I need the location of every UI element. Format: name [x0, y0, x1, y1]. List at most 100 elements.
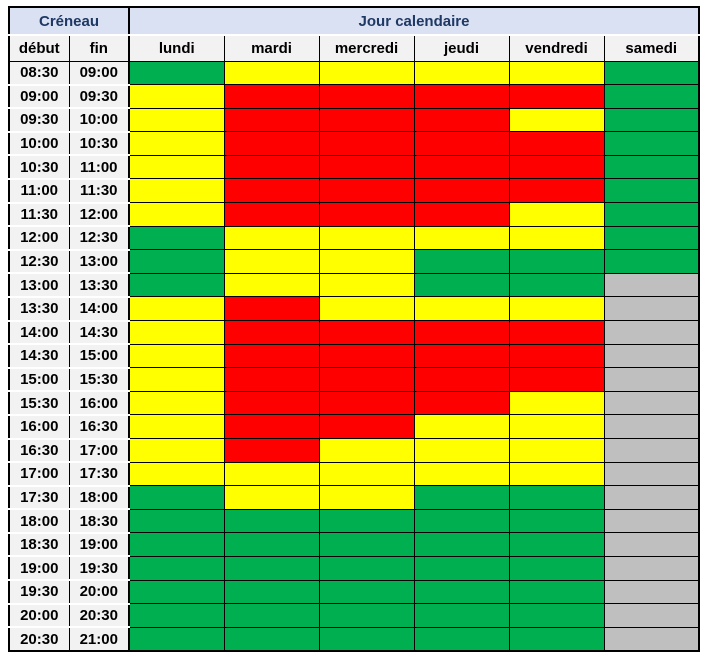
- slot-cell-mercredi[interactable]: [318, 60, 415, 86]
- slot-cell-jeudi[interactable]: [413, 390, 510, 416]
- slot-cell-lundi[interactable]: [128, 225, 225, 251]
- slot-cell-samedi[interactable]: [603, 555, 700, 581]
- slot-cell-samedi[interactable]: [603, 225, 700, 251]
- slot-cell-jeudi[interactable]: [413, 367, 510, 392]
- slot-cell-jeudi[interactable]: [413, 84, 510, 109]
- slot-cell-mercredi[interactable]: [318, 131, 415, 156]
- slot-cell-vendredi[interactable]: [508, 154, 605, 180]
- slot-cell-mardi[interactable]: [223, 131, 320, 156]
- slot-cell-vendredi[interactable]: [508, 60, 605, 86]
- slot-cell-mercredi[interactable]: [318, 154, 415, 180]
- slot-cell-mardi[interactable]: [223, 60, 320, 86]
- slot-cell-mercredi[interactable]: [318, 367, 415, 392]
- slot-cell-mardi[interactable]: [223, 438, 320, 463]
- slot-cell-mardi[interactable]: [223, 178, 320, 204]
- slot-cell-vendredi[interactable]: [508, 202, 605, 227]
- slot-cell-mardi[interactable]: [223, 272, 320, 298]
- slot-cell-vendredi[interactable]: [508, 532, 605, 557]
- slot-cell-lundi[interactable]: [128, 603, 225, 628]
- slot-cell-samedi[interactable]: [603, 60, 700, 86]
- slot-cell-jeudi[interactable]: [413, 320, 510, 345]
- slot-cell-mardi[interactable]: [223, 532, 320, 557]
- slot-cell-jeudi[interactable]: [413, 131, 510, 156]
- slot-cell-vendredi[interactable]: [508, 603, 605, 628]
- slot-cell-mercredi[interactable]: [318, 84, 415, 109]
- slot-cell-jeudi[interactable]: [413, 626, 510, 652]
- slot-cell-mardi[interactable]: [223, 154, 320, 180]
- slot-cell-mardi[interactable]: [223, 249, 320, 274]
- slot-cell-vendredi[interactable]: [508, 225, 605, 251]
- slot-cell-vendredi[interactable]: [508, 626, 605, 652]
- slot-cell-vendredi[interactable]: [508, 178, 605, 204]
- slot-cell-mardi[interactable]: [223, 202, 320, 227]
- slot-cell-mardi[interactable]: [223, 84, 320, 109]
- slot-cell-samedi[interactable]: [603, 532, 700, 557]
- slot-cell-mercredi[interactable]: [318, 461, 415, 487]
- slot-cell-lundi[interactable]: [128, 626, 225, 652]
- slot-cell-mardi[interactable]: [223, 296, 320, 322]
- slot-cell-mercredi[interactable]: [318, 107, 415, 133]
- slot-cell-vendredi[interactable]: [508, 461, 605, 487]
- slot-cell-mardi[interactable]: [223, 107, 320, 133]
- slot-cell-samedi[interactable]: [603, 461, 700, 487]
- slot-cell-mardi[interactable]: [223, 603, 320, 628]
- slot-cell-samedi[interactable]: [603, 579, 700, 605]
- slot-cell-samedi[interactable]: [603, 485, 700, 510]
- slot-cell-lundi[interactable]: [128, 178, 225, 204]
- slot-cell-lundi[interactable]: [128, 579, 225, 605]
- slot-cell-jeudi[interactable]: [413, 461, 510, 487]
- slot-cell-lundi[interactable]: [128, 555, 225, 581]
- slot-cell-lundi[interactable]: [128, 202, 225, 227]
- slot-cell-mercredi[interactable]: [318, 532, 415, 557]
- slot-cell-mercredi[interactable]: [318, 438, 415, 463]
- slot-cell-mercredi[interactable]: [318, 603, 415, 628]
- slot-cell-samedi[interactable]: [603, 202, 700, 227]
- slot-cell-lundi[interactable]: [128, 84, 225, 109]
- slot-cell-vendredi[interactable]: [508, 508, 605, 534]
- slot-cell-mercredi[interactable]: [318, 225, 415, 251]
- slot-cell-jeudi[interactable]: [413, 485, 510, 510]
- slot-cell-jeudi[interactable]: [413, 343, 510, 369]
- slot-cell-mercredi[interactable]: [318, 555, 415, 581]
- slot-cell-lundi[interactable]: [128, 343, 225, 369]
- slot-cell-mercredi[interactable]: [318, 508, 415, 534]
- slot-cell-jeudi[interactable]: [413, 225, 510, 251]
- slot-cell-mardi[interactable]: [223, 555, 320, 581]
- slot-cell-jeudi[interactable]: [413, 508, 510, 534]
- slot-cell-lundi[interactable]: [128, 154, 225, 180]
- slot-cell-mercredi[interactable]: [318, 249, 415, 274]
- slot-cell-samedi[interactable]: [603, 131, 700, 156]
- slot-cell-jeudi[interactable]: [413, 60, 510, 86]
- slot-cell-samedi[interactable]: [603, 249, 700, 274]
- slot-cell-samedi[interactable]: [603, 367, 700, 392]
- slot-cell-vendredi[interactable]: [508, 249, 605, 274]
- slot-cell-jeudi[interactable]: [413, 579, 510, 605]
- slot-cell-samedi[interactable]: [603, 603, 700, 628]
- slot-cell-mercredi[interactable]: [318, 390, 415, 416]
- slot-cell-mercredi[interactable]: [318, 414, 415, 439]
- slot-cell-lundi[interactable]: [128, 390, 225, 416]
- slot-cell-samedi[interactable]: [603, 626, 700, 652]
- slot-cell-lundi[interactable]: [128, 367, 225, 392]
- slot-cell-mardi[interactable]: [223, 414, 320, 439]
- slot-cell-lundi[interactable]: [128, 249, 225, 274]
- slot-cell-vendredi[interactable]: [508, 390, 605, 416]
- slot-cell-jeudi[interactable]: [413, 154, 510, 180]
- slot-cell-jeudi[interactable]: [413, 202, 510, 227]
- slot-cell-mardi[interactable]: [223, 485, 320, 510]
- slot-cell-lundi[interactable]: [128, 272, 225, 298]
- slot-cell-jeudi[interactable]: [413, 296, 510, 322]
- slot-cell-mercredi[interactable]: [318, 485, 415, 510]
- slot-cell-mardi[interactable]: [223, 508, 320, 534]
- slot-cell-mercredi[interactable]: [318, 626, 415, 652]
- slot-cell-vendredi[interactable]: [508, 296, 605, 322]
- slot-cell-jeudi[interactable]: [413, 414, 510, 439]
- slot-cell-vendredi[interactable]: [508, 555, 605, 581]
- slot-cell-lundi[interactable]: [128, 508, 225, 534]
- slot-cell-lundi[interactable]: [128, 60, 225, 86]
- slot-cell-samedi[interactable]: [603, 272, 700, 298]
- slot-cell-lundi[interactable]: [128, 438, 225, 463]
- slot-cell-samedi[interactable]: [603, 154, 700, 180]
- slot-cell-lundi[interactable]: [128, 461, 225, 487]
- slot-cell-mercredi[interactable]: [318, 320, 415, 345]
